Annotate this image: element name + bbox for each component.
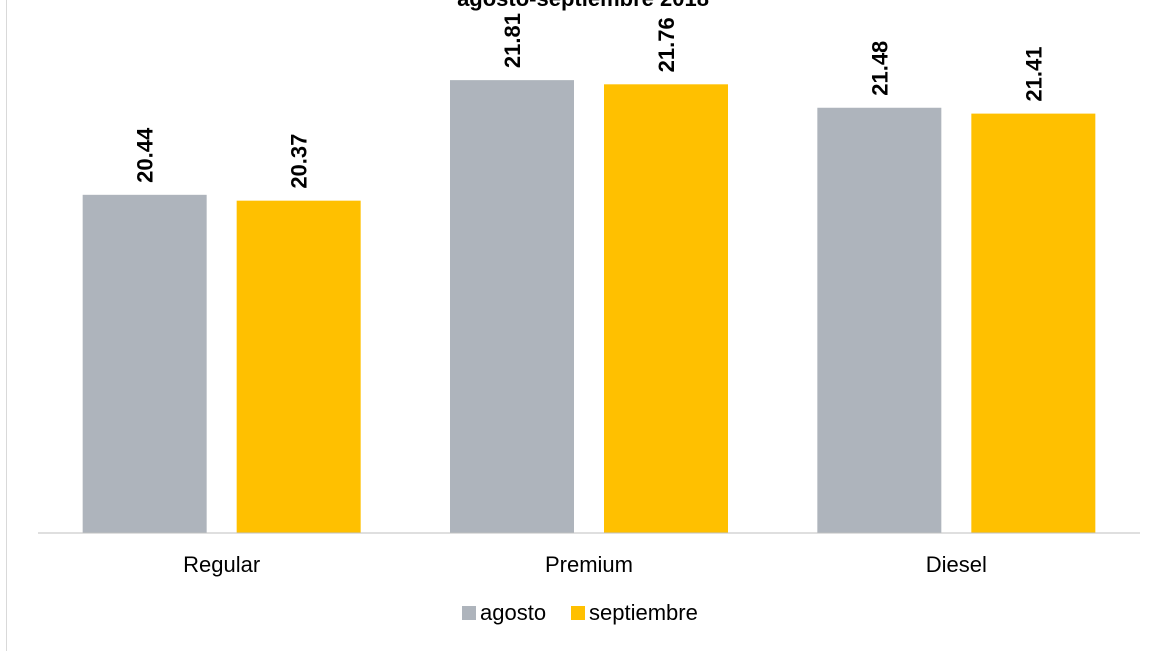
data-labels-group: 20.44 20.37 21.81 21.76 21.48 21.41 bbox=[133, 13, 1047, 189]
bar-agosto-regular bbox=[82, 194, 207, 533]
legend-label-agosto: agosto bbox=[480, 600, 546, 625]
data-label-agosto-diesel: 21.48 bbox=[867, 41, 892, 96]
legend-label-septiembre: septiembre bbox=[589, 600, 698, 625]
bar-septiembre-premium bbox=[604, 84, 728, 533]
chart-title: agosto-septiembre 2018 bbox=[457, 0, 709, 11]
bars-group bbox=[82, 80, 1096, 534]
bar-septiembre-regular bbox=[236, 200, 361, 533]
legend-swatch-agosto bbox=[462, 606, 476, 620]
data-label-agosto-premium: 21.81 bbox=[500, 13, 525, 68]
legend: agosto septiembre bbox=[462, 600, 698, 625]
bar-agosto-premium bbox=[450, 80, 574, 533]
bar-agosto-diesel bbox=[817, 107, 942, 534]
category-label-regular: Regular bbox=[183, 552, 260, 577]
data-label-septiembre-premium: 21.76 bbox=[654, 17, 679, 72]
data-label-agosto-regular: 20.44 bbox=[133, 127, 158, 183]
category-label-premium: Premium bbox=[545, 552, 633, 577]
data-label-septiembre-diesel: 21.41 bbox=[1021, 47, 1046, 102]
chart-title-group: agosto-septiembre 2018 bbox=[457, 0, 709, 11]
chart-frame bbox=[6, 0, 1166, 651]
legend-swatch-septiembre bbox=[571, 606, 585, 620]
data-label-septiembre-regular: 20.37 bbox=[287, 134, 312, 189]
bar-septiembre-diesel bbox=[971, 113, 1096, 534]
category-label-diesel: Diesel bbox=[926, 552, 987, 577]
category-labels-group: Regular Premium Diesel bbox=[183, 552, 987, 577]
